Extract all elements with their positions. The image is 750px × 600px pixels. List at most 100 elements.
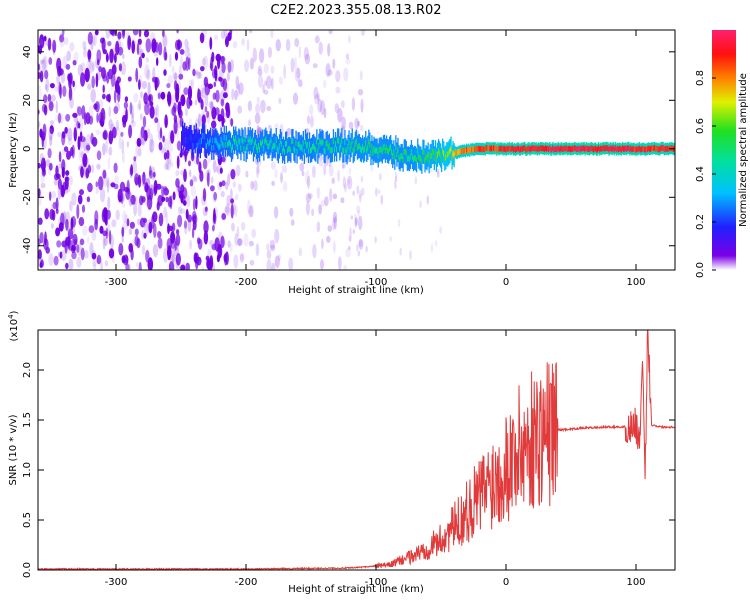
band-core	[266, 139, 268, 146]
noise-speckle	[47, 148, 52, 159]
band-core	[281, 148, 284, 155]
band-core	[340, 142, 342, 149]
noise-speckle	[346, 175, 353, 190]
band-core	[637, 146, 639, 152]
band-core	[377, 152, 379, 159]
noise-speckle	[57, 131, 62, 138]
noise-speckle	[100, 261, 103, 270]
noise-speckle	[220, 55, 226, 63]
band-core	[338, 137, 340, 144]
noise-speckle	[159, 237, 163, 243]
noise-speckle	[50, 203, 56, 209]
noise-speckle	[235, 75, 240, 90]
noise-speckle	[56, 74, 60, 84]
noise-speckle	[82, 40, 87, 50]
band-core	[254, 139, 257, 145]
band-core	[224, 142, 226, 148]
noise-speckle	[105, 176, 110, 188]
noise-speckle	[118, 46, 124, 56]
band-core	[530, 145, 532, 152]
band-core	[546, 146, 548, 152]
noise-speckle	[76, 244, 80, 253]
noise-speckle	[360, 187, 365, 196]
noise-speckle	[80, 62, 86, 71]
band-core	[204, 142, 207, 149]
noise-speckle	[163, 187, 169, 196]
band-core	[328, 142, 330, 149]
noise-speckle	[95, 181, 99, 188]
band-core	[376, 147, 378, 154]
band-core	[243, 146, 245, 152]
band-core	[523, 145, 525, 151]
band-core	[366, 147, 368, 153]
noise-speckle	[414, 176, 418, 185]
noise-speckle	[192, 68, 196, 77]
noise-speckle	[234, 204, 238, 217]
noise-speckle	[67, 137, 73, 146]
band-core	[488, 145, 491, 152]
noise-speckle	[115, 119, 119, 132]
noise-speckle	[120, 131, 124, 137]
band-core	[570, 146, 572, 153]
band-core	[452, 150, 454, 157]
band-core	[242, 138, 244, 145]
noise-speckle	[209, 36, 213, 50]
noise-speckle	[157, 92, 161, 100]
noise-speckle	[270, 65, 275, 74]
noise-speckle	[133, 93, 139, 103]
noise-speckle	[189, 169, 192, 177]
noise-speckle	[100, 37, 105, 44]
noise-speckle	[187, 57, 191, 71]
noise-speckle	[38, 238, 41, 247]
noise-speckle	[221, 156, 226, 163]
noise-speckle	[232, 181, 236, 188]
noise-speckle	[149, 105, 155, 119]
noise-speckle	[274, 123, 279, 131]
noise-speckle	[156, 201, 160, 211]
noise-speckle	[137, 203, 142, 217]
noise-speckle	[167, 223, 170, 235]
noise-speckle	[163, 152, 167, 160]
noise-speckle	[149, 165, 152, 176]
noise-speckle	[80, 166, 84, 178]
band-core	[551, 146, 553, 153]
noise-speckle	[41, 103, 47, 113]
noise-speckle	[341, 116, 346, 131]
noise-speckle	[138, 99, 142, 111]
noise-speckle	[132, 239, 135, 247]
noise-speckle	[42, 123, 47, 138]
noise-speckle	[145, 249, 150, 263]
noise-speckle	[283, 64, 287, 80]
noise-speckle	[226, 194, 231, 207]
band-core	[249, 136, 251, 142]
noise-speckle	[195, 71, 201, 80]
noise-speckle	[219, 181, 224, 187]
noise-speckle	[65, 63, 71, 70]
noise-speckle	[285, 38, 291, 52]
noise-speckle	[337, 169, 340, 182]
noise-speckle	[62, 55, 68, 69]
band-core	[431, 149, 433, 155]
noise-speckle	[149, 146, 153, 153]
band-core	[512, 146, 515, 153]
band-core	[612, 144, 614, 151]
noise-speckle	[165, 158, 170, 170]
noise-speckle	[113, 106, 119, 115]
noise-speckle	[190, 185, 197, 198]
noise-speckle	[233, 254, 239, 269]
noise-speckle	[167, 251, 171, 261]
noise-speckle	[69, 95, 74, 109]
band-core	[428, 158, 430, 165]
band-core	[454, 149, 456, 155]
noise-speckle	[220, 98, 225, 107]
noise-speckle	[70, 216, 77, 228]
band-core	[473, 147, 475, 153]
band-core	[628, 145, 630, 151]
noise-speckle	[266, 243, 270, 251]
noise-speckle	[66, 50, 71, 62]
noise-speckle	[103, 237, 109, 247]
band-core	[433, 155, 435, 161]
noise-speckle	[342, 176, 346, 189]
noise-speckle	[73, 123, 78, 138]
noise-speckle	[137, 147, 142, 157]
